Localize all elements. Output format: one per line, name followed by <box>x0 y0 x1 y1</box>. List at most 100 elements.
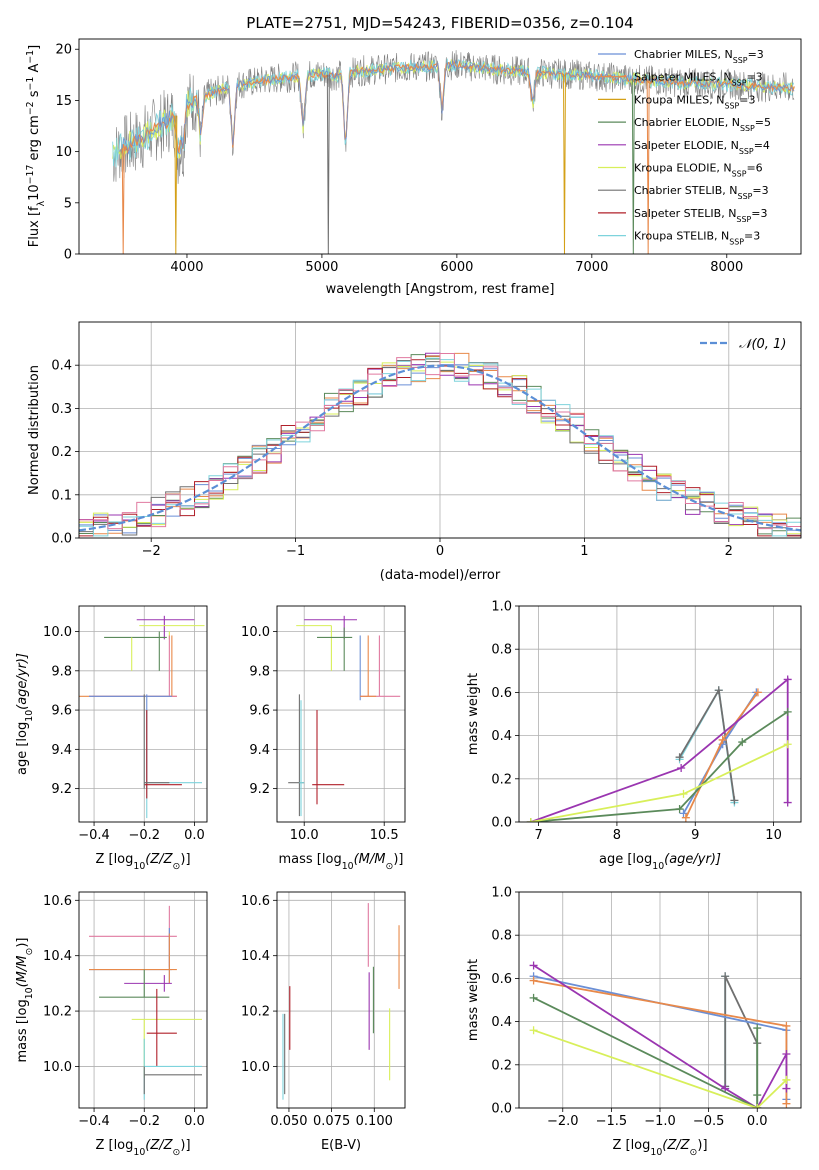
error-bar-point <box>288 694 305 817</box>
data-marker <box>529 976 538 985</box>
panel-mass_vs_ebv: 0.050 0.075 0.100 10.0 10.2 10.4 10.6 E(B-V) <box>241 891 406 1153</box>
x-tick-label: 0.075 <box>313 1114 350 1129</box>
legend-label: Chabrier ELODIE, NSSP=5 <box>634 116 771 133</box>
error-bar-point <box>317 627 353 671</box>
axes-frame <box>518 891 802 1109</box>
label-part: (Z/Z <box>145 1138 173 1153</box>
x-tick-label: −2.0 <box>547 1114 579 1129</box>
axes-frame <box>518 605 802 823</box>
data-marker <box>782 1050 791 1058</box>
label-part: SSP <box>736 214 751 223</box>
data-marker <box>782 1084 791 1093</box>
plot-area <box>79 352 801 537</box>
label-part: −1 <box>25 77 36 91</box>
legend-label: Kroupa ELODIE, NSSP=6 <box>634 162 763 179</box>
y-tick-label: 1.0 <box>491 886 512 901</box>
plot-area <box>282 903 400 1100</box>
data-marker <box>721 972 730 981</box>
panel-age_vs_Z: −0.4 −0.2 0.09.29.49.69.810.0Z [log10(Z/Z⊙… <box>15 605 208 872</box>
label-part: )] <box>697 1138 707 1153</box>
label-part: ⊙ <box>690 1147 698 1158</box>
panel-age_vs_mass: 10.0 10.5 9.2 9.4 9.6 9.8 10.0 mass [log10(M/M⊙… <box>241 605 406 872</box>
label-part: Z [log <box>95 1138 133 1153</box>
plot-area <box>529 961 791 1108</box>
label-part: )] <box>180 1138 190 1153</box>
y-tick-label: 20 <box>55 43 72 58</box>
y-tick-label: 10.0 <box>241 625 270 640</box>
label-part: Salpeter STELIB, N <box>634 207 736 220</box>
series <box>526 740 792 822</box>
label-part: )] <box>180 852 190 867</box>
x-axis-label: Z [log10(Z/Z⊙)] <box>95 1138 190 1158</box>
plot-area <box>288 615 401 817</box>
label-part: Z [log <box>95 852 133 867</box>
y-tick-label: 10.2 <box>241 1005 270 1020</box>
label-part: 10 <box>133 861 145 872</box>
y-axis-label: age [log10(age/yr)] <box>15 653 35 775</box>
data-marker <box>730 796 739 805</box>
x-tick-label: 1 <box>580 544 588 559</box>
label-part: SSP <box>740 124 755 133</box>
x-axis-label: (data-model)/error <box>380 568 501 583</box>
panel-mass_weight_vs_Z: −2.0 −1.5 −1.0 −0.5 0.0 0.0 0.2 0.4 0.6 0.8 1.0 Z [… <box>466 886 802 1158</box>
y-tick-label: 0.8 <box>491 929 512 944</box>
y-tick-label: 9.4 <box>249 743 270 758</box>
x-tick-label: −2 <box>142 544 161 559</box>
legend-label: Salpeter ELODIE, NSSP=4 <box>634 139 770 156</box>
x-tick-label: 5000 <box>305 260 338 275</box>
series-line <box>530 677 789 822</box>
label-part: mass [log <box>15 999 30 1062</box>
spectrum-dropout <box>326 74 330 254</box>
label-part: A <box>27 64 42 77</box>
y-tick-label: 0 <box>64 248 72 263</box>
histogram-series <box>79 352 801 530</box>
y-tick-label: 0.2 <box>491 772 512 787</box>
label-part: Chabrier MILES, N <box>634 48 733 61</box>
label-part: 10 <box>133 1147 145 1158</box>
label-part: ⊙ <box>173 861 181 872</box>
label-part: −2 <box>25 101 36 115</box>
label-part: =3 <box>739 93 755 106</box>
label-part: )] <box>393 852 403 867</box>
label-part: −17 <box>25 165 36 185</box>
y-axis-label: Normed distribution <box>27 365 42 495</box>
legend-label: Chabrier MILES, NSSP=3 <box>634 48 764 65</box>
y-tick-label: 5 <box>64 196 72 211</box>
x-tick-label: 10.5 <box>370 828 399 843</box>
error-bar-point <box>143 1038 202 1100</box>
legend-label: Kroupa STELIB, NSSP=3 <box>634 230 760 247</box>
series <box>681 688 762 822</box>
error-bar-point <box>131 1018 202 1078</box>
x-tick-label: −0.2 <box>128 1114 160 1129</box>
data-marker <box>677 764 686 772</box>
x-tick-label: −1.0 <box>644 1114 676 1129</box>
label-part: =3 <box>744 230 760 243</box>
plot-area <box>79 615 205 819</box>
data-marker <box>753 1024 762 1033</box>
label-part: age [log <box>599 852 652 867</box>
label-part: SSP <box>732 78 747 87</box>
legend-label: Kroupa MILES, NSSP=3 <box>634 93 755 110</box>
series <box>679 688 761 818</box>
error-bar-point <box>144 710 182 799</box>
x-axis-label: mass [log10(M/M⊙)] <box>279 852 404 872</box>
label-part: =3 <box>751 207 767 220</box>
label-part: Salpeter MILES, N <box>634 71 732 84</box>
y-tick-label: 15 <box>55 94 72 109</box>
error-bar-point <box>136 615 195 640</box>
x-tick-label: 0.0 <box>184 828 205 843</box>
label-part: SSP <box>732 169 747 178</box>
y-tick-label: 9.6 <box>51 704 72 719</box>
axes-frame <box>78 891 208 1109</box>
spectrum-trace <box>112 58 795 168</box>
x-tick-label: −0.2 <box>128 828 160 843</box>
series-line <box>530 711 789 822</box>
y-axis-label: Flux [fλ10−17 erg cm−2 s−1 A−1] <box>25 45 47 247</box>
data-marker <box>529 993 538 1002</box>
y-tick-label: 9.6 <box>249 704 270 719</box>
x-tick-label: −1.5 <box>596 1114 628 1129</box>
error-bar-point <box>104 631 167 671</box>
label-part: Salpeter ELODIE, N <box>634 139 739 152</box>
error-bar-point <box>360 635 401 697</box>
